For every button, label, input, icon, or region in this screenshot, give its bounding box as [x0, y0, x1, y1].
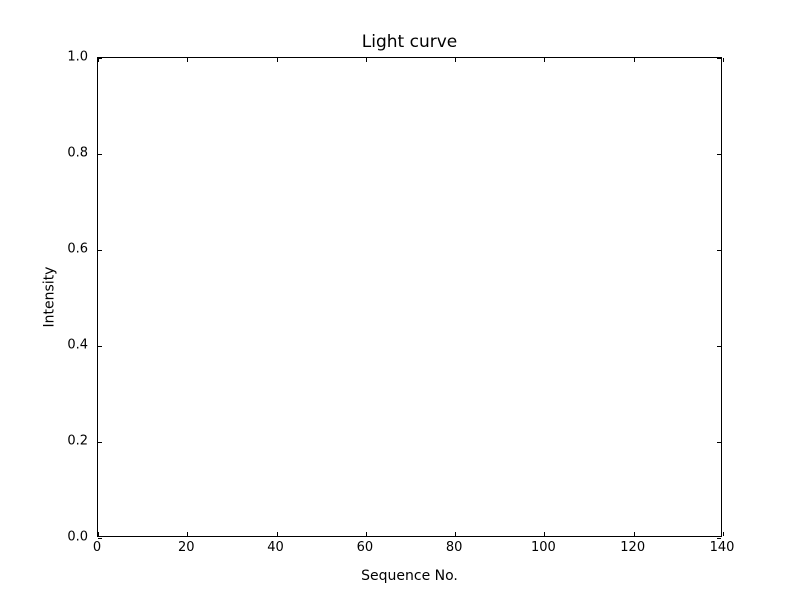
- y-axis-label-wrap: Intensity: [0, 0, 60, 600]
- y-tick-label: 0.4: [67, 337, 88, 353]
- y-tick-label: 0.0: [67, 529, 88, 545]
- y-tick-mark: [98, 538, 102, 539]
- x-tick-label: 0: [92, 540, 102, 555]
- x-tick-mark: [544, 532, 546, 536]
- y-tick-mark: [717, 250, 721, 251]
- y-tick-mark: [98, 346, 102, 347]
- x-tick-mark: [633, 58, 635, 62]
- x-tick-mark: [455, 532, 457, 536]
- y-tick-label: 0.8: [67, 145, 88, 161]
- y-tick-mark: [98, 154, 102, 155]
- y-tick-label: 0.2: [67, 433, 88, 449]
- y-tick-mark: [717, 58, 721, 59]
- plot-data-canvas: [98, 58, 721, 536]
- x-tick-label: 20: [178, 540, 195, 555]
- x-axis-label: Sequence No.: [361, 568, 458, 584]
- x-tick-label: 140: [709, 540, 735, 555]
- x-tick-label: 80: [445, 540, 463, 555]
- x-tick-mark: [98, 58, 99, 62]
- x-tick-mark: [98, 532, 99, 536]
- y-tick-mark: [98, 58, 102, 59]
- y-tick-label: 1.0: [67, 49, 88, 65]
- x-tick-label: 120: [620, 540, 646, 555]
- y-tick-mark: [717, 346, 721, 347]
- chart-title: Light curve: [361, 32, 458, 52]
- x-tick-mark: [276, 58, 278, 62]
- x-tick-mark: [723, 58, 724, 62]
- x-tick-label: 100: [531, 540, 556, 555]
- x-tick-mark: [633, 532, 635, 536]
- x-tick-mark: [455, 58, 457, 62]
- x-tick-label: 40: [267, 540, 284, 555]
- x-tick-mark: [544, 58, 546, 62]
- x-tick-mark: [187, 58, 189, 62]
- y-tick-mark: [717, 442, 721, 443]
- plot-axes-area[interactable]: [97, 57, 724, 539]
- x-tick-mark: [365, 532, 367, 536]
- x-tick-mark: [276, 532, 278, 536]
- x-tick-mark: [723, 532, 724, 536]
- y-axis-label: Intensity: [41, 266, 58, 328]
- y-tick-mark: [98, 442, 102, 443]
- y-tick-label: 0.6: [67, 241, 88, 257]
- x-tick-mark: [365, 58, 367, 62]
- y-tick-mark: [98, 250, 102, 251]
- y-tick-mark: [717, 538, 721, 539]
- y-tick-mark: [717, 154, 721, 155]
- x-tick-label: 60: [356, 540, 374, 555]
- x-tick-mark: [187, 532, 189, 536]
